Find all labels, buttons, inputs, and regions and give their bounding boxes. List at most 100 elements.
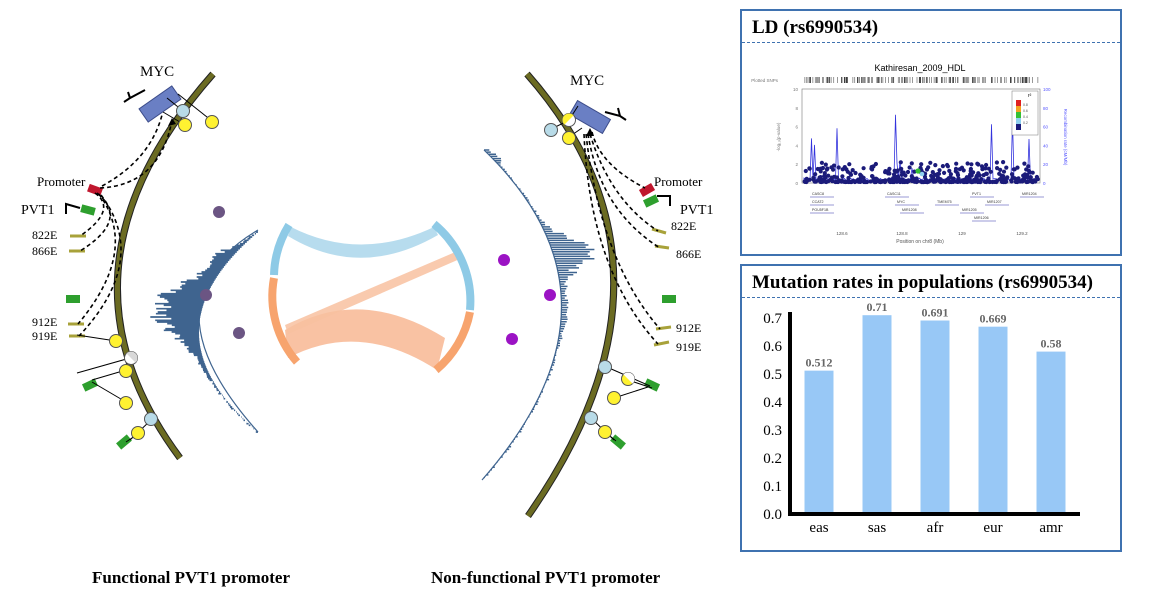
bar-value-label: 0.58 (1041, 337, 1062, 351)
right-promoter-marker (638, 183, 656, 197)
ld-y-tick: 6 (795, 125, 798, 130)
ld-y-tick: 2 (795, 162, 798, 167)
ld-snp-point (944, 179, 949, 184)
ld-snp-point (906, 178, 911, 183)
bar-y-tick-label: 0.7 (763, 311, 782, 327)
ld-snp-point (1004, 165, 1009, 170)
ld-snp-point (1001, 179, 1006, 185)
mutation-bar-chart: 0.0 0.1 0.2 0.3 0.4 0.5 0.6 0.7 0.512 eas 0.71 sas 0… (763, 300, 1080, 536)
ld-snp-point (990, 179, 995, 185)
ld-x-tick: 129 (958, 231, 966, 236)
ld-snp-point (853, 170, 858, 176)
ld-snp-point (975, 161, 980, 166)
ld-snp-point (979, 164, 985, 169)
ld-snp-point (995, 178, 1000, 183)
right-myc-label: MYC (570, 73, 604, 89)
ld-legend: r² 0.8 0.6 0.4 0.2 (1011, 90, 1039, 136)
ld-snp-point (882, 179, 888, 185)
bar-value-label: 0.512 (806, 356, 833, 370)
ld-snp-point (840, 174, 845, 179)
right-enhancer-822e (651, 227, 667, 235)
ld-snp-point (1026, 168, 1031, 173)
chord-orange-ribbon (285, 309, 445, 370)
right-866e-label: 866E (676, 247, 701, 261)
ld-snp-point (1030, 178, 1035, 183)
ld-snp-point (956, 176, 961, 181)
right-histogram-bars (484, 149, 595, 479)
ld-snp-point (965, 161, 970, 166)
left-866e-label: 866E (32, 244, 57, 258)
ld-snp-point (900, 170, 905, 175)
right-inner-dot (498, 254, 510, 266)
ld-y-tick: 0 (795, 181, 798, 186)
right-snp-blue (544, 123, 558, 137)
ld-snp-point (819, 160, 824, 165)
right-pvt1-label: PVT1 (680, 203, 713, 218)
ld-panel-divider (742, 42, 1120, 43)
ld-snp-rug (804, 77, 1039, 83)
ld-gene-label: CASC8 (812, 192, 824, 196)
ld-snp-point (840, 167, 845, 172)
bar-value-label: 0.691 (922, 306, 949, 320)
ld-snp-point (824, 167, 829, 172)
right-green-marker (610, 434, 626, 450)
ld-snp-point (935, 172, 940, 177)
ld-y-tick: 4 (795, 143, 798, 148)
right-enhancer-912e (655, 325, 672, 331)
ld-snp-point (886, 168, 891, 174)
ld-snp-point (903, 173, 908, 178)
left-myc-label: MYC (140, 64, 174, 80)
bar-y-tick-label: 0.2 (763, 451, 782, 467)
right-inner-dot (544, 289, 556, 301)
ld-snp-point (940, 164, 945, 169)
ld-y2-tick: 60 (1043, 125, 1049, 130)
ld-gene-label: PVT1 (972, 192, 981, 196)
ld-snp-point (926, 165, 931, 170)
ld-snp-point (858, 172, 863, 177)
ld-y-tick: 8 (795, 106, 798, 111)
ld-snp-point (1015, 165, 1020, 170)
left-green-marker (66, 295, 80, 303)
ld-snp-point (1035, 177, 1040, 182)
left-snp-blue (144, 412, 158, 426)
svg-text:0.2: 0.2 (1023, 121, 1028, 125)
right-snp-yellow (598, 425, 612, 439)
ld-snp-point (846, 175, 851, 181)
ld-snp-point (850, 168, 855, 173)
ld-snp-point (947, 168, 952, 173)
bar-value-label: 0.71 (867, 300, 888, 314)
ld-snp-point (823, 174, 828, 179)
right-inner-dot (506, 333, 518, 345)
ld-x-tick: 129.2 (1016, 231, 1028, 236)
bar-panel: Mutation rates in populations (rs6990534… (740, 264, 1122, 552)
ld-snp-point (928, 160, 933, 165)
left-snp-yellow (119, 396, 133, 410)
bar-category-label: amr (1039, 520, 1062, 536)
bar-sas (862, 315, 892, 514)
ld-snp-point (831, 167, 836, 172)
left-822e-label: 822E (32, 228, 57, 242)
ld-snp-point (1022, 161, 1027, 166)
ld-snp-point (858, 179, 863, 184)
ld-snp-point (945, 164, 950, 169)
right-promoter-label: Promoter (654, 174, 703, 189)
chord-arc-blue-left (270, 222, 293, 276)
ld-snp-point (1001, 160, 1006, 165)
ld-gene-label: MIR1204 (1022, 192, 1037, 196)
right-912e-label: 912E (676, 321, 701, 335)
ld-snp-point (994, 160, 999, 165)
center-chord-diagram (268, 220, 475, 374)
ld-snp-point (803, 168, 808, 174)
left-histogram-bars (150, 231, 258, 433)
ld-snp-point (923, 179, 928, 184)
ld-snp-point (1010, 175, 1015, 180)
ld-snp-point (1003, 176, 1009, 181)
left-snp-yellow (178, 118, 192, 132)
ld-gene-label: CASC11 (887, 192, 901, 196)
bar-afr (920, 320, 950, 514)
ld-snp-point (871, 177, 876, 183)
right-snp-yellow (607, 391, 621, 405)
ld-snp-point (878, 179, 883, 185)
ld-rug-ticks (804, 77, 1039, 83)
ld-snp-point (844, 167, 849, 172)
